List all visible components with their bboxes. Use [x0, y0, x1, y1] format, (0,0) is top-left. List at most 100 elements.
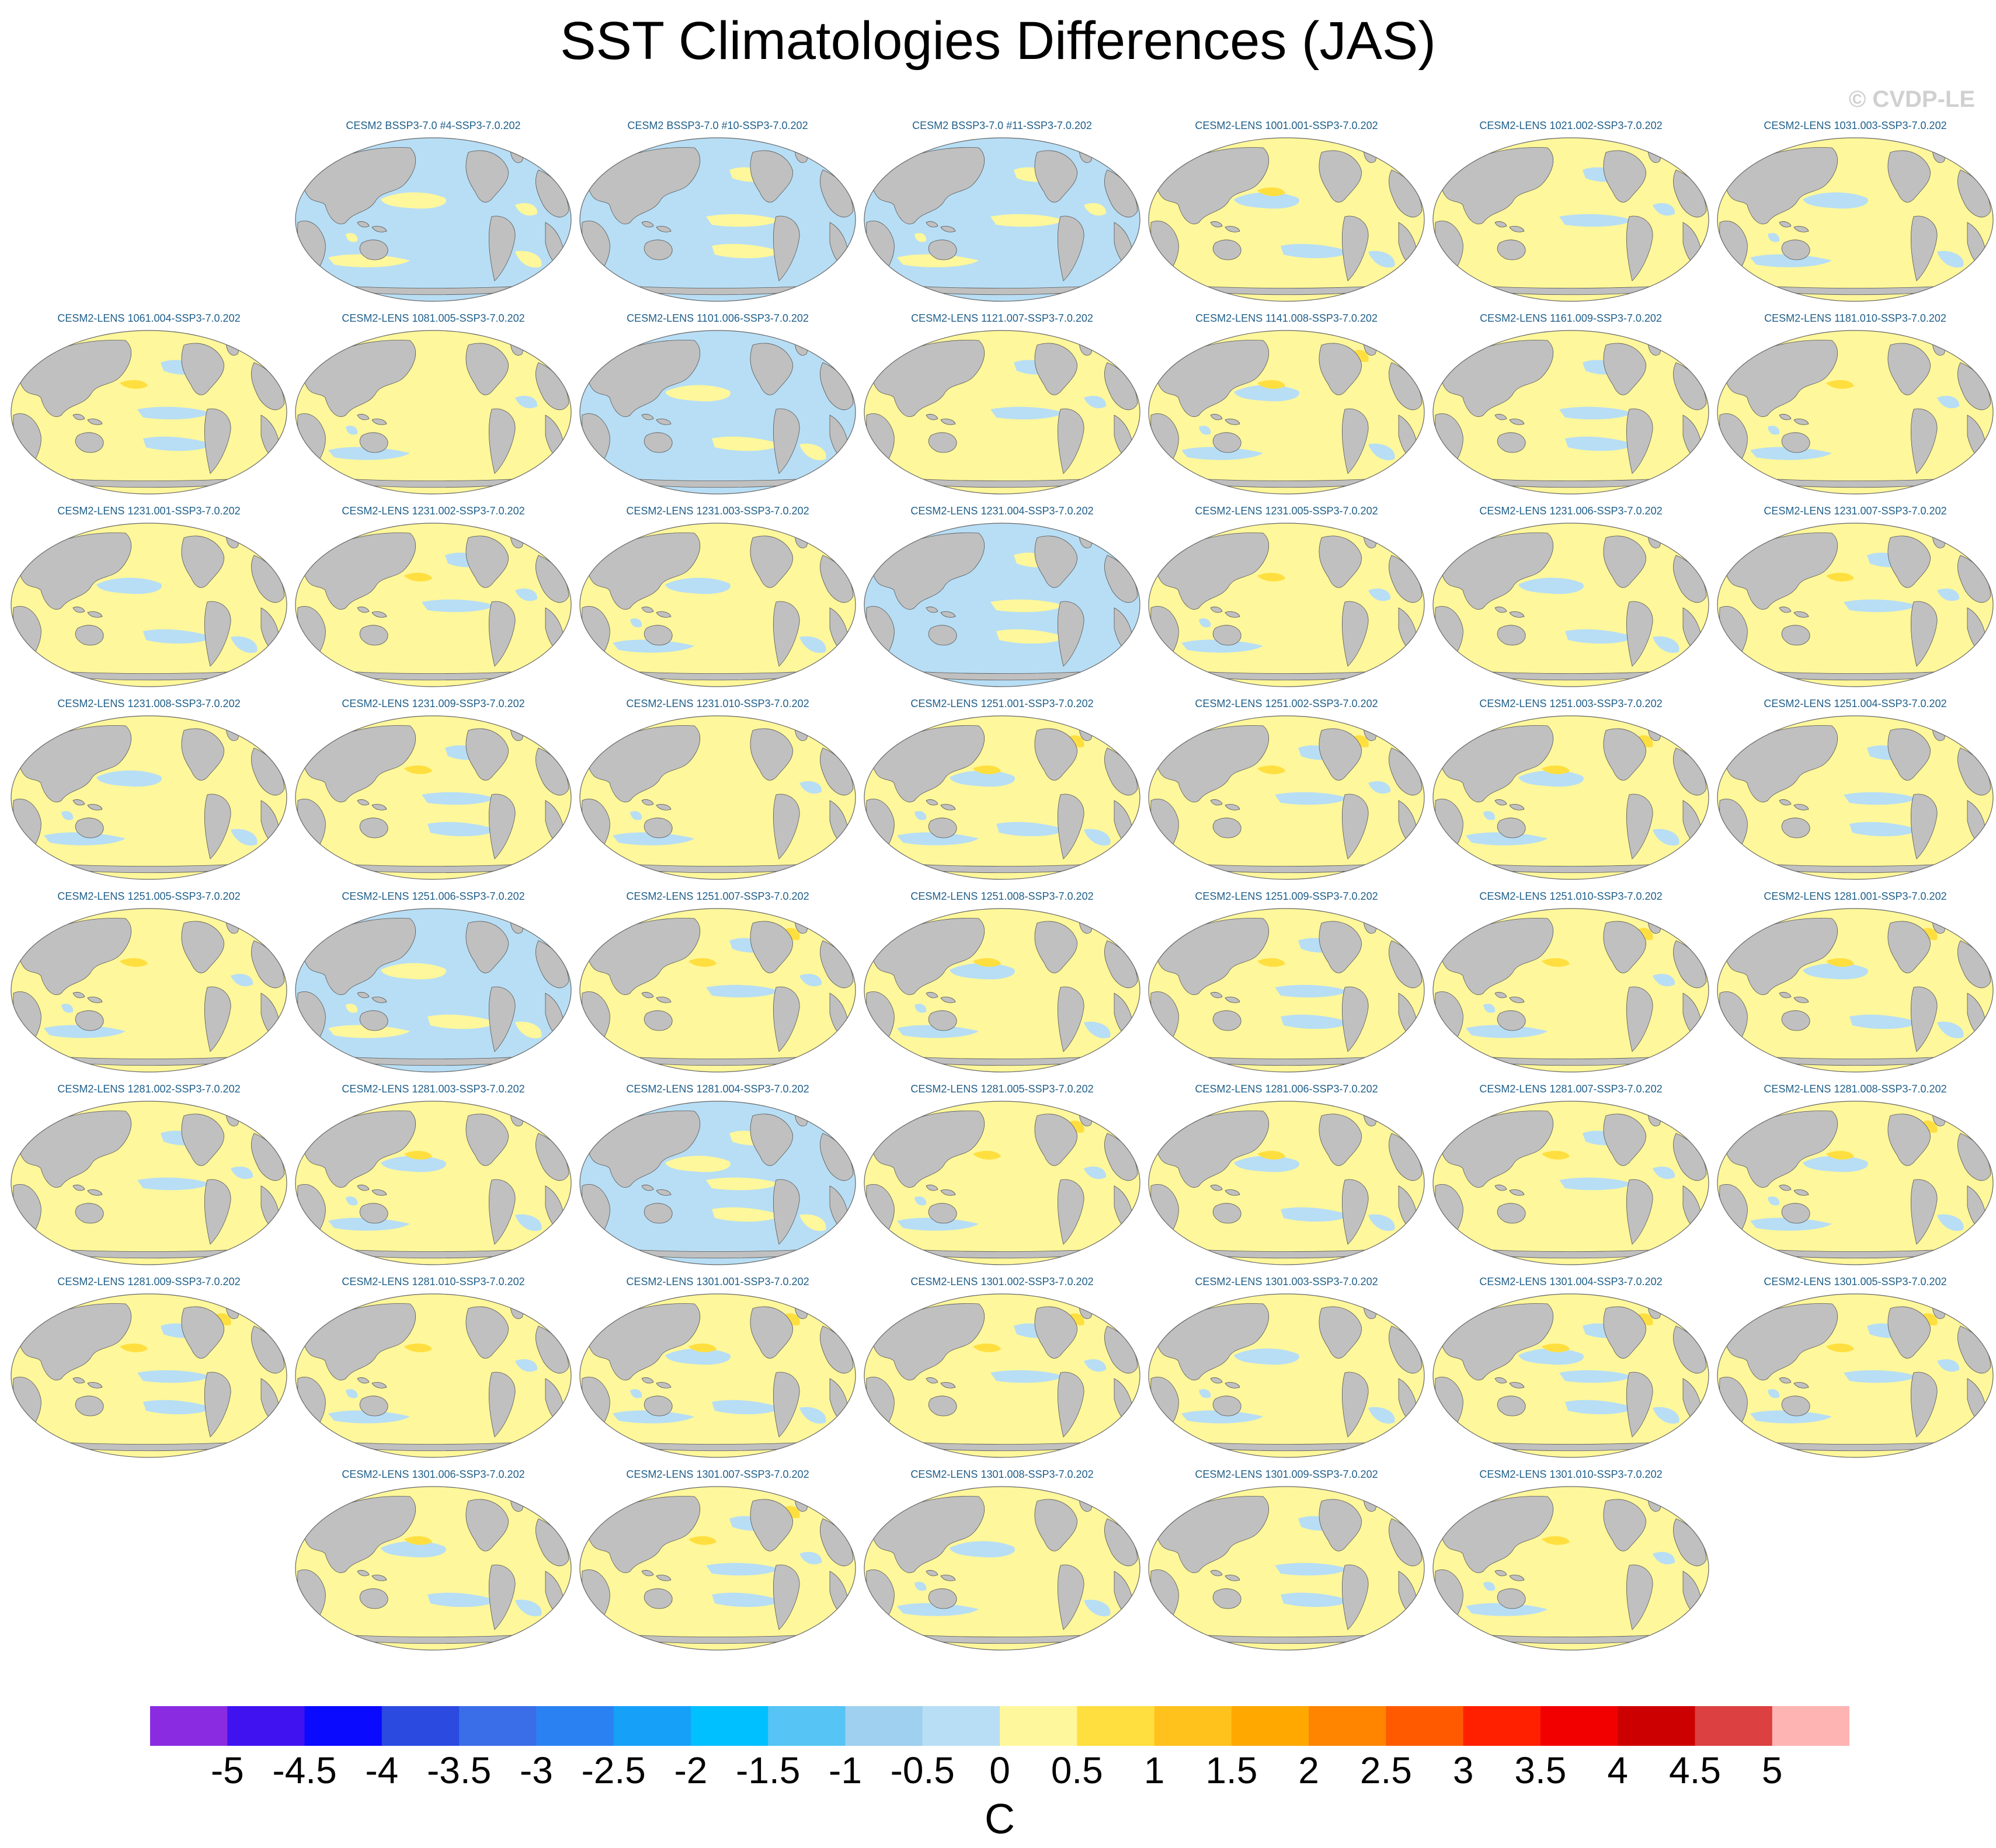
land-mass [465, 728, 509, 781]
land-mass [72, 607, 85, 613]
colorbar-tick-label: 0.5 [1051, 1749, 1103, 1791]
anomaly-region [950, 963, 1015, 980]
land-mass [87, 611, 103, 618]
anomaly-region [1937, 1214, 1964, 1231]
map-panel: CESM2-LENS 1101.006-SSP3-7.0.202 [578, 312, 858, 499]
anomaly-region [1281, 1014, 1351, 1029]
colorbar-units: C [985, 1796, 1015, 1843]
panel-label: CESM2-LENS 1231.004-SSP3-7.0.202 [910, 505, 1094, 517]
map-panel: CESM2-LENS 1281.007-SSP3-7.0.202 [1431, 1083, 1711, 1270]
land-mass [465, 1113, 509, 1166]
land-mass [940, 226, 956, 232]
colorbar-tick-label: 2 [1298, 1749, 1319, 1791]
land-mass [1057, 1179, 1084, 1245]
map-panel: CESM2-LENS 1231.003-SSP3-7.0.202 [578, 505, 858, 692]
land-mass [371, 997, 387, 1003]
panel-label: CESM2-LENS 1231.007-SSP3-7.0.202 [1764, 505, 1947, 517]
colorbar-segment [845, 1706, 923, 1746]
land-mass [750, 921, 793, 973]
anomaly-region [897, 1603, 979, 1616]
colorbar-tick-label: 3.5 [1514, 1749, 1567, 1791]
map-panel: CESM2-LENS 1251.006-SSP3-7.0.202 [293, 890, 573, 1077]
anomaly-region [1199, 426, 1211, 435]
map-outline [1148, 330, 1425, 495]
anomaly-region [143, 1400, 213, 1415]
anomaly-region [1803, 1156, 1868, 1172]
anomaly-region [1653, 829, 1679, 846]
map-panel: CESM2-LENS 1251.007-SSP3-7.0.202 [578, 890, 858, 1077]
anomaly-region [1844, 599, 1917, 612]
anomaly-region [381, 1541, 446, 1558]
panel-label: CESM2-LENS 1101.006-SSP3-7.0.202 [627, 312, 809, 324]
land-mass [1497, 1203, 1526, 1224]
world-map [1717, 523, 1994, 687]
colorbar-tick-label: -2 [674, 1749, 708, 1791]
land-mass [20, 725, 131, 802]
land-mass [1210, 1185, 1223, 1191]
panel-label: CESM2-LENS 1281.008-SSP3-7.0.202 [1764, 1083, 1947, 1095]
land-mass [1212, 817, 1242, 838]
map-outline [1148, 1293, 1425, 1458]
land-mass [1034, 535, 1077, 588]
anomaly-region [1281, 1207, 1351, 1222]
colorbar-segment [381, 1706, 460, 1746]
land-mass [928, 1588, 957, 1609]
panel-label: CESM2-LENS 1081.005-SSP3-7.0.202 [342, 312, 525, 324]
land-mass [656, 1382, 672, 1388]
anomaly-region [427, 822, 498, 837]
land-mass [641, 799, 654, 806]
land-mass [940, 419, 956, 425]
anomaly-region-strong [973, 1150, 1001, 1160]
anomaly-region [630, 811, 642, 820]
anomaly-region-strong [1257, 958, 1285, 967]
land-mass [1779, 799, 1792, 806]
anomaly-region [137, 1177, 210, 1191]
anomaly-region [1275, 1562, 1348, 1576]
map-panel: CESM2-LENS 1251.002-SSP3-7.0.202 [1146, 698, 1427, 885]
map-outline [864, 1293, 1140, 1458]
map-outline [1432, 715, 1709, 880]
land-mass [204, 601, 231, 667]
land-mass [1626, 215, 1653, 281]
colorbar-segment [1463, 1706, 1541, 1746]
world-map [864, 1101, 1140, 1265]
anomaly-region-strong [973, 1343, 1001, 1352]
anomaly-region [1849, 822, 1920, 837]
land-mass [1793, 419, 1809, 425]
land-mass [1726, 725, 1838, 802]
land-mass [1726, 1303, 1838, 1380]
colorbar-segment [1000, 1706, 1077, 1746]
colorbar-segment [536, 1706, 614, 1746]
land-mass [357, 607, 370, 613]
panel-label: CESM2 BSSP3-7.0 #11-SSP3-7.0.202 [912, 120, 1092, 131]
land-mass [1210, 1377, 1223, 1384]
land-mass [1157, 1303, 1269, 1380]
land-mass [1212, 432, 1242, 453]
panel-label: CESM2-LENS 1281.004-SSP3-7.0.202 [626, 1083, 809, 1095]
anomaly-region-strong [404, 765, 432, 774]
colorbar-segment [922, 1706, 1000, 1746]
land-mass [1726, 340, 1838, 417]
anomaly-region [1368, 588, 1391, 601]
land-mass [1494, 221, 1507, 228]
anomaly-region [1084, 203, 1107, 216]
anomaly-region [1368, 1214, 1395, 1231]
land-mass [488, 215, 516, 281]
map-outline [1148, 137, 1425, 302]
land-mass [1793, 611, 1809, 618]
land-mass [750, 1306, 793, 1359]
anomaly-region [346, 1004, 358, 1013]
land-mass [1210, 221, 1223, 228]
map-panel: CESM2-LENS 1281.010-SSP3-7.0.202 [293, 1276, 573, 1463]
land-mass [1726, 533, 1838, 610]
land-mass [181, 343, 224, 395]
land-mass [589, 340, 700, 417]
panel-label: CESM2-LENS 1281.009-SSP3-7.0.202 [57, 1276, 241, 1287]
land-mass [72, 992, 85, 998]
map-panel: CESM2-LENS 1251.004-SSP3-7.0.202 [1715, 698, 1995, 885]
anomaly-region [1368, 1407, 1395, 1424]
map-panel: CESM2-LENS 1061.004-SSP3-7.0.202 [9, 312, 289, 499]
land-mass [87, 419, 103, 425]
map-panel: CESM2-LENS 1231.002-SSP3-7.0.202 [293, 505, 573, 692]
map-panel: CESM2-LENS 1301.006-SSP3-7.0.202 [293, 1468, 573, 1655]
